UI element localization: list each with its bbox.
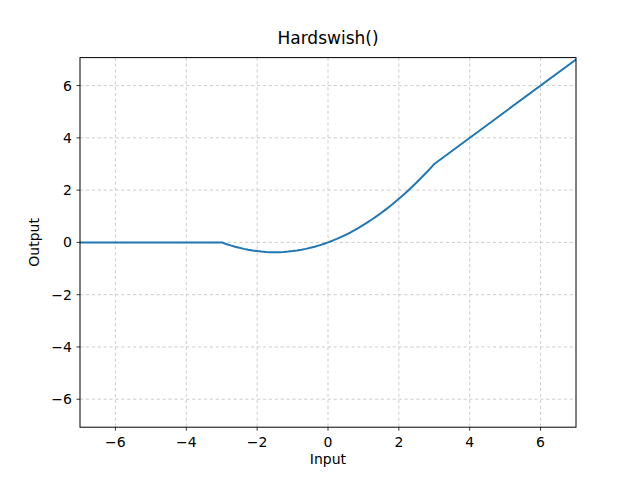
y-tick-label: −4 — [51, 339, 72, 355]
x-tick-label: −2 — [247, 434, 268, 450]
y-tick-label: 4 — [63, 130, 72, 146]
x-tick-label: −6 — [105, 434, 126, 450]
figure: −6 −4 −2 0 2 4 6 −6 −4 −2 0 2 4 6 Hardswish() Input O… — [0, 0, 640, 480]
y-tick-label: 2 — [63, 182, 72, 198]
x-tick-label: −4 — [176, 434, 197, 450]
x-axis-label: Input — [310, 451, 347, 467]
hardswish-line-chart: −6 −4 −2 0 2 4 6 −6 −4 −2 0 2 4 6 Hardswish() Input O… — [0, 0, 640, 480]
y-tick-label: −6 — [51, 391, 72, 407]
y-tick-label: 6 — [63, 78, 72, 94]
x-tick-label: 2 — [394, 434, 403, 450]
y-tick-label: −2 — [51, 287, 72, 303]
chart-title: Hardswish() — [277, 28, 378, 48]
x-tick-label: 0 — [324, 434, 333, 450]
y-tick-label: 0 — [63, 234, 72, 250]
y-axis-label: Output — [26, 218, 42, 267]
x-tick-label: 4 — [465, 434, 474, 450]
x-tick-label: 6 — [536, 434, 545, 450]
